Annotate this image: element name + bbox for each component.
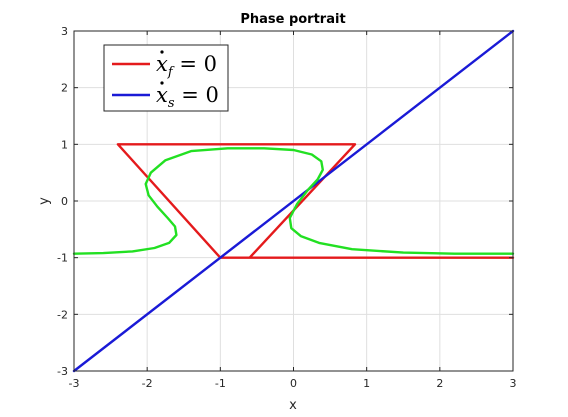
x-tick-label: 0	[290, 377, 297, 390]
legend: xf = 0 xs = 0	[103, 44, 229, 112]
legend-label: xf = 0	[156, 52, 217, 80]
legend-dot-accent	[160, 50, 164, 54]
plot-area	[72, 29, 515, 373]
y-tick-label: 2	[61, 82, 68, 95]
y-tick-label: -2	[57, 308, 68, 321]
x-axis-label: x	[289, 398, 297, 413]
x-axis-ticks: -3 -2 -1 0 1 2 3	[69, 31, 517, 390]
x-tick-label: 3	[510, 377, 517, 390]
fast-nullcline-line	[116, 143, 515, 259]
y-tick-label: -1	[57, 252, 68, 265]
y-axis-label: y	[37, 197, 52, 205]
y-axis-ticks: -3 -2 -1 0 1 2 3	[57, 25, 513, 378]
x-tick-label: -1	[215, 377, 226, 390]
x-tick-label: -3	[69, 377, 80, 390]
legend-label: xs = 0	[156, 83, 219, 111]
slow-nullcline-line	[72, 29, 515, 373]
y-tick-label: 1	[61, 138, 68, 151]
x-tick-label: 1	[363, 377, 370, 390]
y-tick-label: -3	[57, 365, 68, 378]
trajectory-line	[72, 147, 515, 255]
legend-dot-accent	[160, 81, 164, 85]
x-tick-label: -2	[142, 377, 153, 390]
legend-box	[103, 44, 229, 112]
y-tick-label: 3	[61, 25, 68, 38]
x-tick-label: 2	[436, 377, 443, 390]
chart-title: Phase portrait	[240, 12, 345, 27]
y-tick-label: 0	[61, 195, 68, 208]
